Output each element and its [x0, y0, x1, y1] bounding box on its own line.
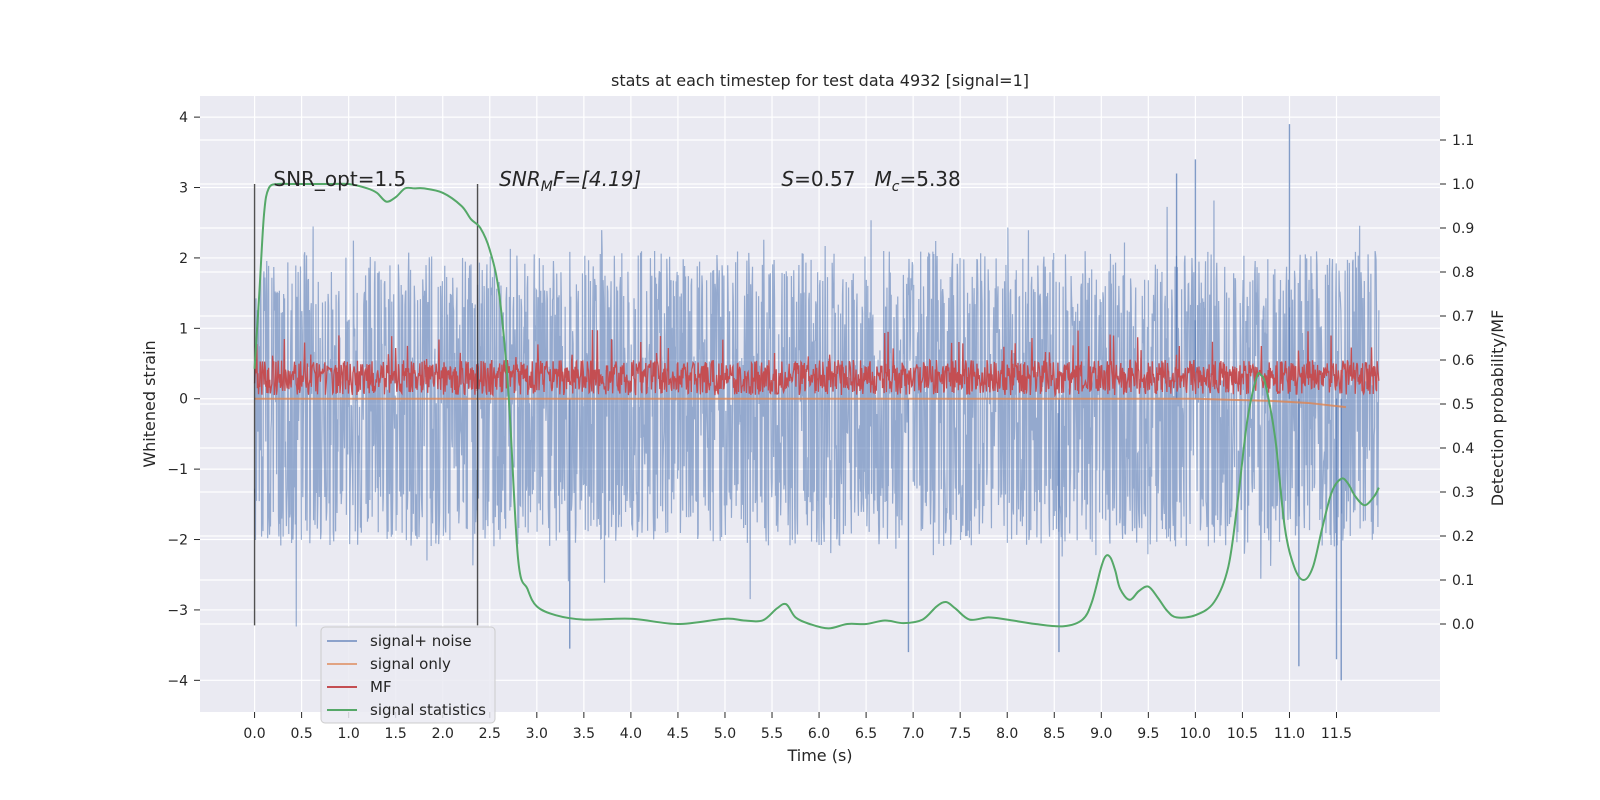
x-tick-label: 4.5 — [667, 726, 689, 742]
x-axis-ticks: 0.0 0.5 1.0 1.5 2.0 2.5 3.0 3.5 4.0 4.5 5.0 5.5 6.0 6… — [243, 712, 1352, 742]
y-tick-label: 3 — [179, 181, 188, 197]
x-tick-label: 9.5 — [1137, 726, 1159, 742]
y2-tick-label: 0.8 — [1452, 265, 1474, 281]
y2-tick-label: 1.1 — [1452, 133, 1474, 149]
legend-label: signal+ noise — [370, 632, 472, 650]
y-tick-label: 4 — [179, 110, 188, 126]
y2-tick-label: 0.0 — [1452, 617, 1474, 633]
y-axis-label: Whitened strain — [140, 340, 159, 467]
x-tick-label: 10.0 — [1180, 726, 1211, 742]
y-tick-label: −1 — [167, 462, 188, 478]
signal-statistics-line — [253, 182, 1380, 630]
x-tick-label: 2.5 — [479, 726, 501, 742]
x-axis-label: Time (s) — [786, 746, 852, 765]
y-tick-label: −3 — [167, 603, 188, 619]
series-mf — [253, 330, 1380, 398]
x-tick-label: 1.5 — [385, 726, 407, 742]
vertical-markers — [253, 184, 479, 626]
x-tick-label: 7.0 — [902, 726, 924, 742]
x-tick-label: 6.0 — [808, 726, 830, 742]
y2-tick-label: 0.7 — [1452, 309, 1474, 325]
x-tick-label: 4.0 — [620, 726, 642, 742]
y2-tick-label: 0.3 — [1452, 485, 1474, 501]
y2-axis-ticks: 0.0 0.1 0.2 0.3 0.4 0.5 0.6 0.7 0.8 0.9 1.0 1.1 — [1440, 133, 1474, 633]
legend-box — [320, 626, 496, 724]
y2-axis-label: Detection probability/MF — [1488, 310, 1507, 507]
series-signal-only — [254, 397, 1347, 409]
y-tick-label: −2 — [167, 533, 188, 549]
y-tick-label: 1 — [179, 321, 188, 337]
x-tick-label: 6.5 — [855, 726, 877, 742]
mf-trace — [253, 330, 1380, 398]
series-signal-plus-noise — [253, 124, 1380, 681]
annotation-spin-chirp: S=0.57 Mc=5.38 — [781, 167, 960, 195]
legend-item: signal+ noise — [327, 632, 472, 650]
y2-tick-label: 0.1 — [1452, 573, 1474, 589]
y2-tick-label: 0.6 — [1452, 353, 1474, 369]
x-tick-label: 2.0 — [432, 726, 454, 742]
x-tick-label: 11.0 — [1274, 726, 1305, 742]
legend-item: signal statistics — [327, 701, 486, 719]
annotation-snr-mf: SNRMF=[4.19] — [499, 167, 641, 195]
signal-only-line — [254, 397, 1347, 409]
y-tick-label: 2 — [179, 251, 188, 267]
x-tick-label: 9.0 — [1090, 726, 1112, 742]
y2-tick-label: 0.9 — [1452, 221, 1474, 237]
x-tick-label: 5.5 — [761, 726, 783, 742]
x-tick-label: 3.0 — [526, 726, 548, 742]
x-tick-label: 8.0 — [996, 726, 1018, 742]
x-tick-label: 8.5 — [1043, 726, 1065, 742]
legend-label: signal statistics — [370, 701, 486, 719]
y-tick-label: 0 — [179, 392, 188, 408]
y-tick-label: −4 — [167, 673, 188, 689]
legend-item: MF — [327, 678, 392, 696]
noise-trace — [253, 200, 1380, 627]
chart-title: stats at each timestep for test data 493… — [611, 71, 1029, 90]
legend-item: signal only — [327, 655, 451, 673]
x-tick-label: 3.5 — [573, 726, 595, 742]
y2-tick-label: 0.2 — [1452, 529, 1474, 545]
y2-tick-label: 0.4 — [1452, 441, 1474, 457]
x-tick-label: 1.0 — [338, 726, 360, 742]
series-signal-statistics — [253, 182, 1380, 630]
y2-tick-label: 1.0 — [1452, 177, 1474, 193]
annotations: SNR_opt=1.5 SNRMF=[4.19] S=0.57 Mc=5.38 — [273, 167, 960, 195]
x-tick-label: 0.5 — [290, 726, 312, 742]
y-axis-ticks: −4 −3 −2 −1 0 1 2 3 4 — [167, 110, 200, 689]
x-tick-label: 11.5 — [1321, 726, 1352, 742]
x-tick-label: 0.0 — [243, 726, 265, 742]
legend: signal+ noise signal only MF signal statist… — [320, 626, 496, 724]
y2-tick-label: 0.5 — [1452, 397, 1474, 413]
x-tick-label: 5.0 — [714, 726, 736, 742]
x-tick-label: 10.5 — [1227, 726, 1258, 742]
legend-label: MF — [370, 678, 392, 696]
x-tick-label: 7.5 — [949, 726, 971, 742]
annotation-snr-opt: SNR_opt=1.5 — [273, 167, 406, 191]
legend-label: signal only — [370, 655, 451, 673]
